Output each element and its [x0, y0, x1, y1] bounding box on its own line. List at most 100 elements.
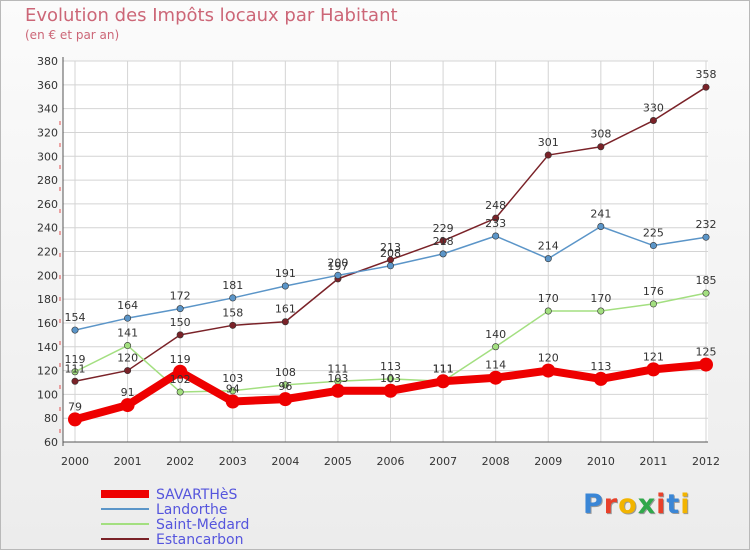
data-point [649, 242, 657, 250]
data-point [597, 143, 605, 151]
data-label: 358 [696, 68, 717, 81]
legend-label: Saint-Médard [156, 517, 249, 533]
data-point [124, 314, 132, 322]
data-label: 232 [696, 218, 717, 231]
data-point [176, 388, 184, 396]
data-label: 170 [538, 292, 559, 305]
data-point [176, 331, 184, 339]
data-point [544, 255, 552, 263]
data-label: 141 [117, 327, 138, 340]
data-label: 200 [327, 256, 348, 269]
data-label: 113 [590, 360, 611, 373]
data-label: 111 [327, 362, 348, 375]
y-tick-label: 180 [37, 293, 58, 306]
data-point [439, 250, 447, 258]
x-tick-label: 2008 [482, 455, 510, 468]
data-label: 111 [65, 362, 86, 375]
data-label: 172 [170, 290, 191, 303]
data-point [124, 342, 132, 350]
y-tick-label: 100 [37, 388, 58, 401]
data-label: 103 [327, 372, 348, 385]
data-label: 96 [278, 380, 292, 393]
y-tick-label: 220 [37, 246, 58, 259]
data-label: 125 [696, 346, 717, 359]
data-label: 121 [643, 350, 664, 363]
data-label: 233 [485, 217, 506, 230]
data-label: 229 [433, 222, 454, 235]
data-label: 164 [117, 299, 138, 312]
data-label: 120 [117, 352, 138, 365]
y-tick-label: 120 [37, 365, 58, 378]
y-tick-label: 80 [44, 412, 58, 425]
data-label: 119 [65, 353, 86, 366]
x-tick-label: 2010 [587, 455, 615, 468]
y-tick-label: 380 [37, 55, 58, 68]
x-tick-label: 2004 [271, 455, 299, 468]
data-point [229, 321, 237, 329]
y-tick-label: 320 [37, 126, 58, 139]
data-label: 225 [643, 227, 664, 240]
legend-label: Landorthe [156, 502, 227, 518]
data-label: 170 [590, 292, 611, 305]
data-label: 248 [485, 199, 506, 212]
data-point [702, 233, 710, 241]
data-label: 154 [65, 311, 86, 324]
data-point [492, 232, 500, 240]
data-point [649, 300, 657, 308]
y-tick-label: 160 [37, 317, 58, 330]
chart-subtitle: (en € et par an) [25, 28, 120, 42]
data-point [593, 371, 608, 386]
y-tick-label: 60 [44, 436, 58, 449]
chart-title: Evolution des Impôts locaux par Habitant [25, 5, 398, 26]
data-point [492, 214, 500, 222]
data-point [278, 392, 293, 407]
data-label: 176 [643, 285, 664, 298]
x-tick-label: 2012 [692, 455, 720, 468]
data-label: 120 [538, 352, 559, 365]
data-label: 191 [275, 267, 296, 280]
data-label: 111 [433, 362, 454, 375]
data-label: 197 [327, 260, 348, 273]
data-label: 114 [485, 359, 506, 372]
data-point [281, 282, 289, 290]
y-tick-label: 300 [37, 150, 58, 163]
x-tick-label: 2007 [429, 455, 457, 468]
x-tick-label: 2009 [534, 455, 562, 468]
data-label: 79 [68, 400, 82, 413]
x-tick-label: 2003 [219, 455, 247, 468]
x-tick-label: 2000 [61, 455, 89, 468]
data-label: 181 [222, 279, 243, 292]
data-label: 102 [170, 373, 191, 386]
data-point [649, 117, 657, 125]
data-point [225, 394, 240, 409]
data-point [229, 387, 237, 395]
logo-letter: r [603, 489, 619, 520]
y-tick-label: 340 [37, 103, 58, 116]
y-tick-label: 280 [37, 174, 58, 187]
data-point [597, 307, 605, 315]
y-tick-label: 200 [37, 269, 58, 282]
data-point [597, 222, 605, 230]
x-tick-label: 2011 [639, 455, 667, 468]
data-label: 103 [222, 372, 243, 385]
data-point [176, 305, 184, 313]
data-point [436, 374, 451, 389]
data-point [544, 151, 552, 159]
data-label: 113 [380, 360, 401, 373]
data-label: 213 [380, 241, 401, 254]
x-tick-label: 2002 [166, 455, 194, 468]
data-label: 308 [590, 128, 611, 141]
data-label: 214 [538, 240, 559, 253]
data-label: 301 [538, 136, 559, 149]
data-point [702, 289, 710, 297]
y-tick-label: 360 [37, 79, 58, 92]
data-label: 111 [433, 362, 454, 375]
x-tick-label: 2005 [324, 455, 352, 468]
x-tick-label: 2001 [114, 455, 142, 468]
data-point [71, 377, 79, 385]
data-label: 91 [121, 386, 135, 399]
data-label: 103 [380, 372, 401, 385]
legend-label: Estancarbon [156, 532, 243, 548]
